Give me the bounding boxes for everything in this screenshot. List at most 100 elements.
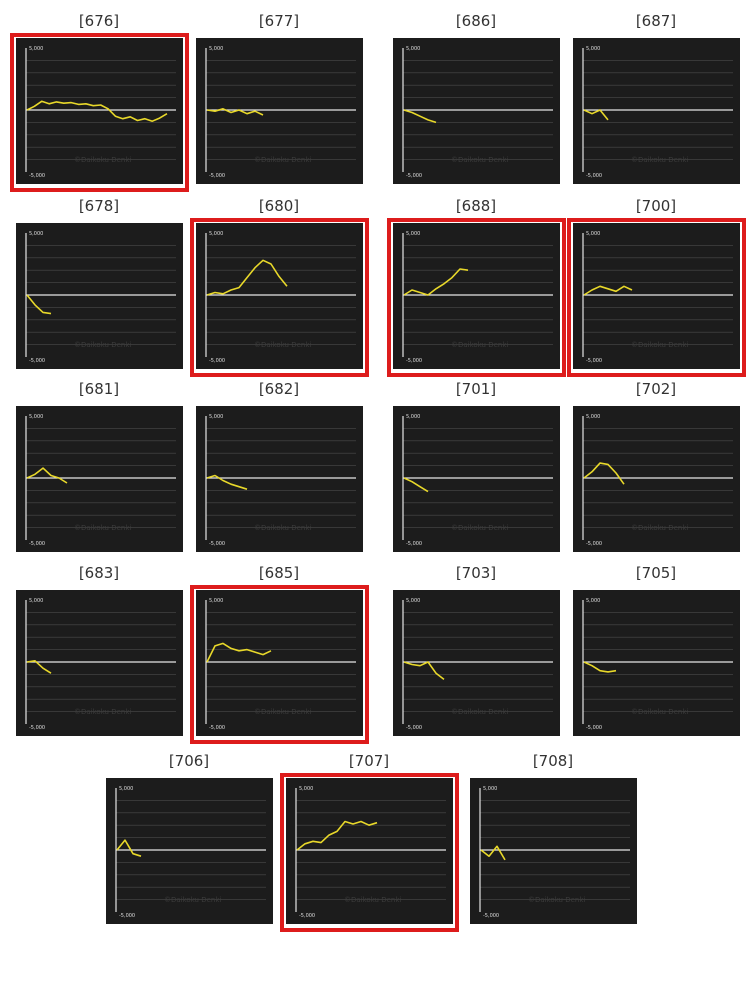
line-chart: 5,000 -5,000 ©Daikoku Denki [115, 786, 266, 919]
highlight-frame [10, 33, 189, 192]
chart-cell: [680] 5,000 -5,000 ©Daikoku Denki [188, 195, 370, 377]
series-line [116, 839, 142, 857]
series-line [403, 661, 445, 681]
chart-cell: [708] 5,000 -5,000 ©Daikoku Denki [462, 750, 644, 932]
chart-label: [680] [258, 197, 300, 215]
highlight-frame [387, 218, 566, 377]
chart-label: [682] [258, 380, 300, 398]
chart-cell: [688] 5,000 -5,000 ©Daikoku Denki [385, 195, 567, 377]
chart-label: [700] [635, 197, 677, 215]
chart-cell: [687] 5,000 -5,000 ©Daikoku Denki [565, 10, 747, 192]
chart-label: [706] [168, 752, 210, 770]
watermark: ©Daikoku Denki [74, 708, 131, 716]
y-tick-label-top: 5,000 [586, 414, 600, 420]
watermark: ©Daikoku Denki [344, 896, 401, 904]
chart-panel: 5,000 -5,000 ©Daikoku Denki [16, 223, 183, 369]
y-tick-label-bottom: -5,000 [483, 913, 499, 919]
y-tick-label-bottom: -5,000 [299, 913, 315, 919]
line-chart: 5,000 -5,000 ©Daikoku Denki [402, 46, 553, 179]
y-tick-label-bottom: -5,000 [29, 173, 45, 179]
watermark: ©Daikoku Denki [74, 156, 131, 164]
line-chart: 5,000 -5,000 ©Daikoku Denki [582, 46, 733, 179]
y-tick-label-bottom: -5,000 [406, 725, 422, 731]
chart-panel: 5,000 -5,000 ©Daikoku Denki [16, 590, 183, 736]
y-tick-label-top: 5,000 [299, 786, 313, 792]
y-tick-label-top: 5,000 [209, 231, 223, 237]
y-tick-label-top: 5,000 [119, 786, 133, 792]
watermark: ©Daikoku Denki [631, 524, 688, 532]
series-line [206, 474, 248, 490]
y-tick-label-top: 5,000 [29, 414, 43, 420]
line-chart: 5,000 -5,000 ©Daikoku Denki [582, 414, 733, 547]
chart-label: [677] [258, 12, 300, 30]
y-tick-label-top: 5,000 [406, 46, 420, 52]
y-tick-label-top: 5,000 [29, 46, 43, 52]
chart-panel: 5,000 -5,000 ©Daikoku Denki [393, 38, 560, 184]
line-chart: 5,000 -5,000 ©Daikoku Denki [479, 786, 630, 919]
y-tick-label-bottom: -5,000 [209, 541, 225, 547]
y-tick-label-top: 5,000 [209, 414, 223, 420]
chart-cell: [705] 5,000 -5,000 ©Daikoku Denki [565, 562, 747, 744]
chart-panel: 5,000 -5,000 ©Daikoku Denki [573, 406, 740, 552]
series-line [206, 108, 264, 116]
y-tick-label-top: 5,000 [586, 231, 600, 237]
chart-cell: [685] 5,000 -5,000 ©Daikoku Denki [188, 562, 370, 744]
chart-cell: [681] 5,000 -5,000 ©Daikoku Denki [8, 378, 190, 560]
y-tick-label-bottom: -5,000 [29, 541, 45, 547]
chart-cell: [706] 5,000 -5,000 ©Daikoku Denki [98, 750, 280, 932]
chart-label: [708] [532, 752, 574, 770]
chart-cell: [677] 5,000 -5,000 ©Daikoku Denki [188, 10, 370, 192]
chart-label: [702] [635, 380, 677, 398]
watermark: ©Daikoku Denki [74, 524, 131, 532]
line-chart: 5,000 -5,000 ©Daikoku Denki [582, 231, 733, 364]
y-tick-label-bottom: -5,000 [29, 725, 45, 731]
chart-label: [703] [455, 564, 497, 582]
watermark: ©Daikoku Denki [451, 156, 508, 164]
line-chart: 5,000 -5,000 ©Daikoku Denki [205, 598, 356, 731]
y-tick-label-top: 5,000 [29, 231, 43, 237]
watermark: ©Daikoku Denki [254, 708, 311, 716]
series-line [583, 462, 625, 485]
series-line [583, 661, 617, 673]
series-line [26, 100, 168, 122]
watermark: ©Daikoku Denki [631, 708, 688, 716]
line-chart: 5,000 -5,000 ©Daikoku Denki [205, 231, 356, 364]
series-line [206, 259, 288, 296]
y-tick-label-bottom: -5,000 [586, 725, 602, 731]
series-line [403, 268, 469, 296]
y-tick-label-bottom: -5,000 [29, 358, 45, 364]
highlight-frame [280, 773, 459, 932]
y-tick-label-bottom: -5,000 [406, 173, 422, 179]
y-tick-label-top: 5,000 [406, 598, 420, 604]
line-chart: 5,000 -5,000 ©Daikoku Denki [205, 414, 356, 547]
y-tick-label-top: 5,000 [586, 598, 600, 604]
chart-cell: [707] 5,000 -5,000 ©Daikoku Denki [278, 750, 460, 932]
y-tick-label-bottom: -5,000 [209, 358, 225, 364]
chart-label: [678] [78, 197, 120, 215]
chart-panel: 5,000 -5,000 ©Daikoku Denki [196, 590, 363, 736]
y-tick-label-bottom: -5,000 [586, 173, 602, 179]
chart-cell: [683] 5,000 -5,000 ©Daikoku Denki [8, 562, 190, 744]
chart-cell: [682] 5,000 -5,000 ©Daikoku Denki [188, 378, 370, 560]
watermark: ©Daikoku Denki [631, 156, 688, 164]
line-chart: 5,000 -5,000 ©Daikoku Denki [25, 46, 176, 179]
chart-panel: 5,000 -5,000 ©Daikoku Denki [16, 38, 183, 184]
chart-panel: 5,000 -5,000 ©Daikoku Denki [196, 38, 363, 184]
series-line [26, 467, 68, 484]
watermark: ©Daikoku Denki [631, 341, 688, 349]
chart-label: [676] [78, 12, 120, 30]
watermark: ©Daikoku Denki [451, 341, 508, 349]
chart-cell: [686] 5,000 -5,000 ©Daikoku Denki [385, 10, 567, 192]
line-chart: 5,000 -5,000 ©Daikoku Denki [402, 414, 553, 547]
series-line [403, 109, 437, 124]
line-chart: 5,000 -5,000 ©Daikoku Denki [402, 231, 553, 364]
y-tick-label-bottom: -5,000 [209, 725, 225, 731]
chart-label: [705] [635, 564, 677, 582]
watermark: ©Daikoku Denki [74, 341, 131, 349]
watermark: ©Daikoku Denki [254, 341, 311, 349]
series-line [206, 642, 272, 663]
chart-panel: 5,000 -5,000 ©Daikoku Denki [196, 223, 363, 369]
chart-panel: 5,000 -5,000 ©Daikoku Denki [286, 778, 453, 924]
chart-panel: 5,000 -5,000 ©Daikoku Denki [573, 590, 740, 736]
chart-label: [688] [455, 197, 497, 215]
